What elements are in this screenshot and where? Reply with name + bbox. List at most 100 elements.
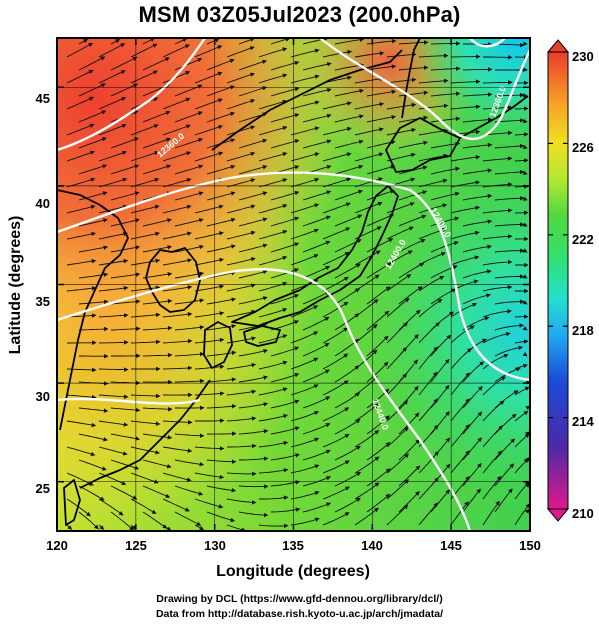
streamline [322, 202, 351, 214]
axis-tick-marks [56, 38, 531, 531]
streamline [174, 218, 204, 227]
streamline [270, 86, 300, 97]
streamline [270, 113, 300, 123]
streamline [334, 214, 363, 227]
streamline [302, 449, 331, 461]
streamline [270, 426, 300, 435]
streamline [78, 137, 107, 149]
streamline [418, 322, 440, 344]
streamline [98, 123, 127, 136]
streamline [482, 80, 513, 85]
streamline [239, 456, 269, 461]
streamline [430, 241, 459, 253]
coast-sakhalin [401, 38, 421, 119]
streamline [398, 190, 428, 201]
streamline [270, 242, 300, 253]
streamline [78, 485, 105, 501]
geopotential-contours [57, 38, 530, 531]
streamline [450, 230, 480, 240]
map-title: MSM 03Z05Jul2023 (200.0hPa) [138, 2, 461, 27]
streamline [110, 245, 141, 253]
streamline [270, 453, 300, 461]
colorbar-tick-label: 210 [572, 506, 594, 521]
streamline [334, 497, 361, 513]
streamline [226, 389, 257, 396]
streamline [162, 258, 193, 266]
streamline [174, 459, 205, 467]
streamline [290, 384, 319, 396]
streamline [270, 507, 301, 513]
streamline [290, 490, 320, 500]
streamline [386, 127, 417, 136]
streamline [322, 252, 350, 266]
streamline [482, 105, 513, 110]
streamline [494, 438, 516, 461]
streamline [462, 411, 483, 435]
lat-lon-grid [57, 38, 530, 531]
streamline [334, 139, 364, 149]
streamline [142, 110, 171, 123]
streamline [130, 524, 137, 530]
streamline [514, 410, 529, 422]
streamline [398, 115, 429, 123]
colorbar-top-arrow [546, 39, 570, 53]
streamline [174, 38, 188, 45]
streamline [494, 274, 525, 279]
streamline [110, 511, 134, 531]
streamline [494, 169, 525, 175]
streamline [354, 102, 385, 110]
streamline [258, 203, 288, 214]
streamline [110, 299, 141, 305]
streamline [98, 43, 126, 58]
streamline [174, 433, 205, 439]
streamline [450, 325, 475, 344]
streamline [334, 419, 361, 435]
streamline [227, 443, 257, 449]
credit-data: Data from http://database.rish.kyoto-u.a… [155, 608, 444, 620]
streamline [462, 293, 491, 305]
streamline [430, 116, 461, 123]
streamline [302, 215, 331, 227]
streamline [322, 327, 349, 344]
streamline [162, 285, 193, 292]
streamline [418, 252, 446, 266]
streamline [194, 524, 205, 530]
coast-shikoku [243, 325, 281, 347]
streamline [270, 399, 300, 409]
streamline [206, 323, 237, 331]
contour-12280 [469, 38, 506, 48]
streamline [354, 51, 385, 58]
streamline [322, 152, 352, 162]
streamline [194, 71, 223, 84]
streamline [174, 244, 204, 253]
wind-streamlines [66, 38, 530, 531]
streamline [334, 189, 363, 201]
streamline [290, 228, 319, 240]
streamline [270, 372, 300, 383]
streamline [206, 485, 237, 493]
streamline [322, 227, 351, 240]
streamline [450, 398, 470, 422]
streamline [238, 402, 269, 409]
streamline [290, 357, 319, 370]
streamline [78, 39, 89, 45]
streamline [258, 151, 288, 162]
streamline [302, 502, 331, 513]
streamline [162, 71, 191, 84]
colorbar-tick-label: 230 [572, 49, 594, 64]
streamline [206, 431, 237, 436]
streamline [482, 309, 512, 318]
streamline [110, 433, 141, 441]
streamline [258, 73, 288, 84]
x-tick-label: 150 [519, 538, 541, 553]
streamline [302, 291, 330, 305]
streamline [258, 523, 289, 529]
streamline [162, 446, 193, 453]
streamline [258, 125, 288, 136]
streamline [366, 468, 391, 487]
y-tick-label: 25 [36, 481, 50, 496]
streamline [206, 377, 237, 383]
streamline [418, 53, 449, 58]
streamline [66, 313, 97, 318]
